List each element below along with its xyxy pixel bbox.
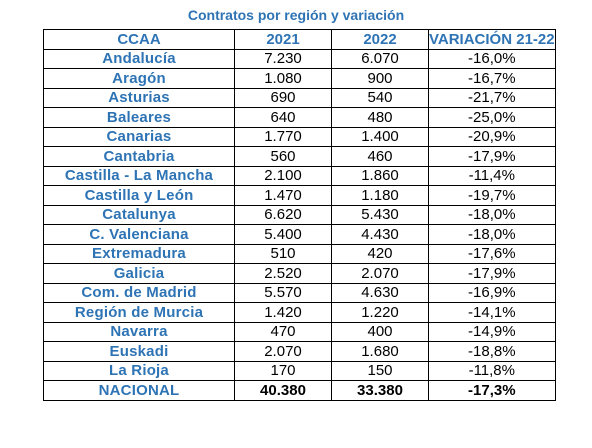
contracts-table: CCAA 2021 2022 VARIACIÓN 21-22 Andalucía… (43, 29, 556, 401)
variation-cell: -18,0% (428, 224, 556, 245)
region-cell: La Rioja (43, 360, 235, 381)
value-2021-cell: 6.620 (234, 204, 332, 225)
region-cell: Baleares (43, 107, 235, 128)
value-2022-cell: 480 (331, 107, 429, 128)
variation-cell: -11,4% (428, 165, 556, 186)
variation-cell: -21,7% (428, 87, 556, 108)
value-2022-cell: 150 (331, 360, 429, 381)
table-title: Contratos por región y variación (187, 7, 405, 23)
value-2021-cell: 2.100 (234, 165, 332, 186)
region-cell: Navarra (43, 321, 235, 342)
value-2022-cell: 5.430 (331, 204, 429, 225)
value-2021-cell: 2.070 (234, 341, 332, 362)
value-2021-cell: 2.520 (234, 263, 332, 284)
region-cell: Canarias (43, 126, 235, 147)
column-header-ccaa: CCAA (43, 29, 235, 50)
value-2021-cell: 5.400 (234, 224, 332, 245)
value-2021-cell: 510 (234, 243, 332, 264)
table-row: Extremadura 510 420 -17,6% (43, 243, 556, 264)
variation-cell: -18,0% (428, 204, 556, 225)
table-row: C. Valenciana 5.400 4.430 -18,0% (43, 224, 556, 245)
value-2022-cell: 4.630 (331, 282, 429, 303)
region-cell: Andalucía (43, 48, 235, 69)
region-cell: Com. de Madrid (43, 282, 235, 303)
value-2022-cell: 540 (331, 87, 429, 108)
total-2021-cell: 40.380 (234, 380, 332, 401)
value-2022-cell: 1.180 (331, 185, 429, 206)
column-header-2022: 2022 (331, 29, 429, 50)
value-2022-cell: 4.430 (331, 224, 429, 245)
total-variation-cell: -17,3% (428, 380, 556, 401)
variation-cell: -17,9% (428, 263, 556, 284)
total-row: NACIONAL 40.380 33.380 -17,3% (43, 380, 556, 401)
table-row: Asturias 690 540 -21,7% (43, 87, 556, 108)
table-row: Euskadi 2.070 1.680 -18,8% (43, 341, 556, 362)
value-2021-cell: 560 (234, 146, 332, 167)
variation-cell: -16,0% (428, 48, 556, 69)
region-cell: Catalunya (43, 204, 235, 225)
table-row: Catalunya 6.620 5.430 -18,0% (43, 204, 556, 225)
value-2022-cell: 460 (331, 146, 429, 167)
variation-cell: -14,1% (428, 302, 556, 323)
column-header-variation: VARIACIÓN 21-22 (428, 29, 556, 50)
variation-cell: -19,7% (428, 185, 556, 206)
value-2021-cell: 7.230 (234, 48, 332, 69)
table-body: Andalucía 7.230 6.070 -16,0% Aragón 1.08… (43, 48, 556, 401)
value-2022-cell: 1.860 (331, 165, 429, 186)
value-2021-cell: 640 (234, 107, 332, 128)
region-cell: Castilla - La Mancha (43, 165, 235, 186)
table-row: Cantabria 560 460 -17,9% (43, 146, 556, 167)
value-2022-cell: 1.400 (331, 126, 429, 147)
table-row: Región de Murcia 1.420 1.220 -14,1% (43, 302, 556, 323)
region-cell: Galicia (43, 263, 235, 284)
variation-cell: -17,6% (428, 243, 556, 264)
region-cell: C. Valenciana (43, 224, 235, 245)
value-2022-cell: 420 (331, 243, 429, 264)
region-cell: Castilla y León (43, 185, 235, 206)
table-row: Aragón 1.080 900 -16,7% (43, 68, 556, 89)
variation-cell: -18,8% (428, 341, 556, 362)
table-row: Castilla - La Mancha 2.100 1.860 -11,4% (43, 165, 556, 186)
value-2022-cell: 400 (331, 321, 429, 342)
table-row: Andalucía 7.230 6.070 -16,0% (43, 48, 556, 69)
value-2021-cell: 1.080 (234, 68, 332, 89)
table-row: Canarias 1.770 1.400 -20,9% (43, 126, 556, 147)
value-2022-cell: 1.680 (331, 341, 429, 362)
table-row: Galicia 2.520 2.070 -17,9% (43, 263, 556, 284)
variation-cell: -11,8% (428, 360, 556, 381)
table-row: Navarra 470 400 -14,9% (43, 321, 556, 342)
region-cell: Euskadi (43, 341, 235, 362)
region-cell: Cantabria (43, 146, 235, 167)
table-row: Com. de Madrid 5.570 4.630 -16,9% (43, 282, 556, 303)
table-row: La Rioja 170 150 -11,8% (43, 360, 556, 381)
header-row: CCAA 2021 2022 VARIACIÓN 21-22 (43, 29, 556, 50)
value-2021-cell: 690 (234, 87, 332, 108)
total-2022-cell: 33.380 (331, 380, 429, 401)
value-2021-cell: 5.570 (234, 282, 332, 303)
variation-cell: -16,9% (428, 282, 556, 303)
variation-cell: -14,9% (428, 321, 556, 342)
region-cell: Asturias (43, 87, 235, 108)
value-2021-cell: 170 (234, 360, 332, 381)
value-2021-cell: 1.420 (234, 302, 332, 323)
value-2022-cell: 2.070 (331, 263, 429, 284)
variation-cell: -20,9% (428, 126, 556, 147)
value-2022-cell: 6.070 (331, 48, 429, 69)
variation-cell: -25,0% (428, 107, 556, 128)
variation-cell: -17,9% (428, 146, 556, 167)
table-row: Baleares 640 480 -25,0% (43, 107, 556, 128)
region-cell: Región de Murcia (43, 302, 235, 323)
column-header-2021: 2021 (234, 29, 332, 50)
value-2021-cell: 1.770 (234, 126, 332, 147)
value-2021-cell: 470 (234, 321, 332, 342)
value-2022-cell: 900 (331, 68, 429, 89)
value-2022-cell: 1.220 (331, 302, 429, 323)
total-region-cell: NACIONAL (43, 380, 235, 401)
region-cell: Aragón (43, 68, 235, 89)
variation-cell: -16,7% (428, 68, 556, 89)
region-cell: Extremadura (43, 243, 235, 264)
table-row: Castilla y León 1.470 1.180 -19,7% (43, 185, 556, 206)
value-2021-cell: 1.470 (234, 185, 332, 206)
